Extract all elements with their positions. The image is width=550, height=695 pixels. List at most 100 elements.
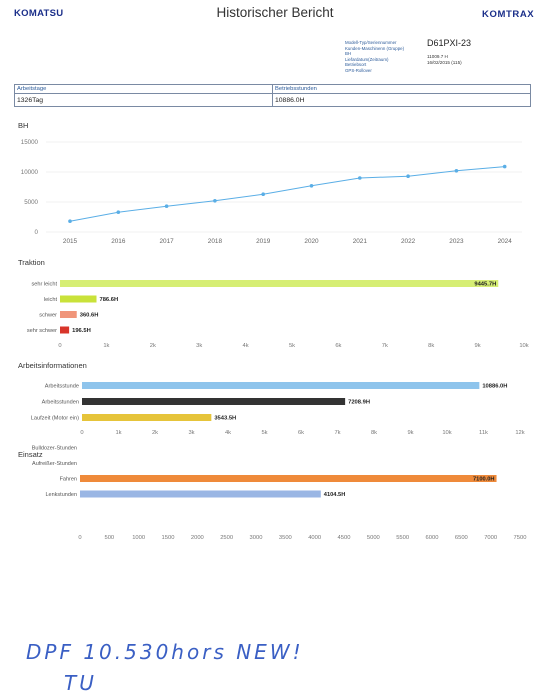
x-tick-label: 2k — [150, 343, 156, 349]
meta-label: Modell-Typ/Seriennummer — [345, 40, 397, 45]
komtrax-logo: KOMTRAX — [482, 9, 535, 20]
category-label: sehr leicht — [32, 282, 58, 288]
category-label: Arbeitsstunden — [42, 400, 79, 406]
data-label: 4104.5H — [324, 492, 346, 498]
x-tick-label: 4k — [225, 430, 231, 436]
x-tick-label: 10k — [519, 343, 528, 349]
handwritten-note: DPF 10.530hors NEW! — [26, 640, 304, 664]
model-number: D61PXI-23 — [427, 38, 472, 48]
meta-label: Betriebsort — [345, 62, 367, 68]
summary-value-hours: 10886.0H — [272, 93, 531, 107]
x-tick-label: 3k — [188, 430, 194, 436]
category-label: Laufzeit (Motor ein) — [31, 416, 79, 422]
bar — [82, 414, 212, 421]
category-label: Aufreißer-Stunden — [32, 461, 77, 467]
x-tick-label: 500 — [104, 535, 114, 541]
x-tick-label: 3k — [196, 343, 202, 349]
bar — [82, 398, 346, 405]
x-tick-label: 4000 — [308, 535, 321, 541]
meta-values: 11009.7 H 16/02/2015 (115) — [427, 54, 462, 65]
section-title-arbeit: Arbeitsinformationen — [18, 361, 87, 370]
x-tick-label: 9k — [475, 343, 481, 349]
summary-table: Arbeitstage Betriebsstunden 1326Tag 1088… — [14, 84, 531, 107]
x-tick-label: 11k — [479, 430, 488, 436]
traktion-bar-chart: sehr leicht 9445.7H leicht 786.6H schwer 360.… — [27, 280, 529, 349]
x-tick-label: 2016 — [111, 238, 126, 245]
bar — [60, 280, 499, 287]
y-tick-label: 0 — [35, 229, 39, 236]
x-tick-label: 4k — [243, 343, 249, 349]
komatsu-logo: KOMATSU — [14, 8, 64, 19]
x-tick-label: 3500 — [279, 535, 292, 541]
category-label: Lenkstunden — [46, 492, 78, 498]
x-tick-label: 0 — [78, 535, 81, 541]
bh-line-chart: 15000 10000 5000 0 2015 2016 2017 2018 2019 2020 2… — [21, 139, 522, 245]
section-title-bh: BH — [18, 121, 29, 130]
data-label: 196.5H — [72, 328, 91, 334]
x-tick-label: 1k — [115, 430, 121, 436]
summary-value-days: 1326Tag — [14, 93, 273, 107]
x-tick-label: 5500 — [396, 535, 409, 541]
summary-header-hours: Betriebsstunden — [272, 84, 531, 94]
x-tick-label: 2020 — [304, 238, 319, 245]
data-label: 7100.0H — [473, 477, 495, 483]
x-tick-label: 2019 — [256, 238, 271, 245]
x-tick-label: 7000 — [484, 535, 497, 541]
data-point — [164, 204, 169, 208]
meta-label: Liefardatum(Zeitraum) — [345, 56, 389, 62]
y-tick-label: 10000 — [21, 169, 39, 176]
x-tick-label: 5k — [261, 430, 267, 436]
bar — [60, 295, 97, 303]
data-label: 360.6H — [80, 313, 99, 319]
x-tick-label: 6000 — [426, 535, 439, 541]
category-label: schwer — [39, 313, 57, 319]
x-tick-label: 7k — [382, 343, 388, 349]
x-tick-label: 8k — [428, 343, 434, 349]
category-label: Bulldozer-Stunden — [32, 446, 77, 452]
x-tick-label: 2021 — [353, 238, 368, 245]
data-point — [309, 184, 314, 188]
meta-value-delivery: 16/02/2015 (115) — [427, 59, 462, 65]
x-tick-label: 2017 — [159, 238, 174, 245]
einsatz-bar-chart: Bulldozer-Stunden Aufreißer-Stunden Fahren… — [32, 446, 527, 542]
x-tick-label: 1k — [103, 343, 109, 349]
bar — [80, 475, 497, 482]
data-point — [358, 176, 362, 180]
summary-header-days: Arbeitstage — [14, 84, 273, 94]
x-tick-label: 12k — [515, 430, 524, 436]
data-point — [261, 192, 266, 196]
x-tick-label: 6k — [298, 430, 304, 436]
x-tick-label: 1000 — [132, 535, 145, 541]
bar — [60, 326, 70, 334]
x-tick-label: 6k — [335, 343, 341, 349]
x-tick-label: 2500 — [220, 535, 233, 541]
bar — [80, 490, 321, 498]
bh-series-line — [69, 166, 505, 222]
y-tick-label: 5000 — [24, 199, 38, 206]
x-tick-label: 7k — [334, 430, 340, 436]
data-label: 786.6H — [99, 297, 118, 303]
x-tick-label: 5k — [289, 343, 295, 349]
x-tick-label: 2023 — [449, 238, 464, 245]
data-point — [116, 210, 121, 214]
section-title-einsatz: Einsatz — [18, 450, 43, 459]
x-tick-label: 2022 — [401, 238, 416, 245]
bar — [82, 382, 480, 389]
x-tick-label: 6500 — [455, 535, 468, 541]
meta-labels: Modell-Typ/Seriennummer Kunden-Maschinen… — [345, 40, 404, 74]
data-point — [406, 174, 410, 178]
x-tick-label: 2018 — [208, 238, 223, 245]
x-tick-label: 9k — [407, 430, 413, 436]
x-tick-label: 7500 — [514, 535, 527, 541]
x-tick-label: 5000 — [367, 535, 380, 541]
x-tick-label: 2024 — [498, 238, 513, 245]
section-title-traktion: Traktion — [18, 258, 45, 267]
x-tick-label: 0 — [58, 343, 61, 349]
meta-label: BH — [345, 51, 352, 57]
y-tick-label: 15000 — [21, 139, 39, 146]
category-label: sehr schwer — [27, 328, 57, 334]
x-tick-label: 2k — [152, 430, 158, 436]
x-tick-label: 8k — [371, 430, 377, 436]
data-label: 10886.0H — [482, 384, 507, 390]
meta-value-bh: 11009.7 H — [427, 54, 448, 59]
